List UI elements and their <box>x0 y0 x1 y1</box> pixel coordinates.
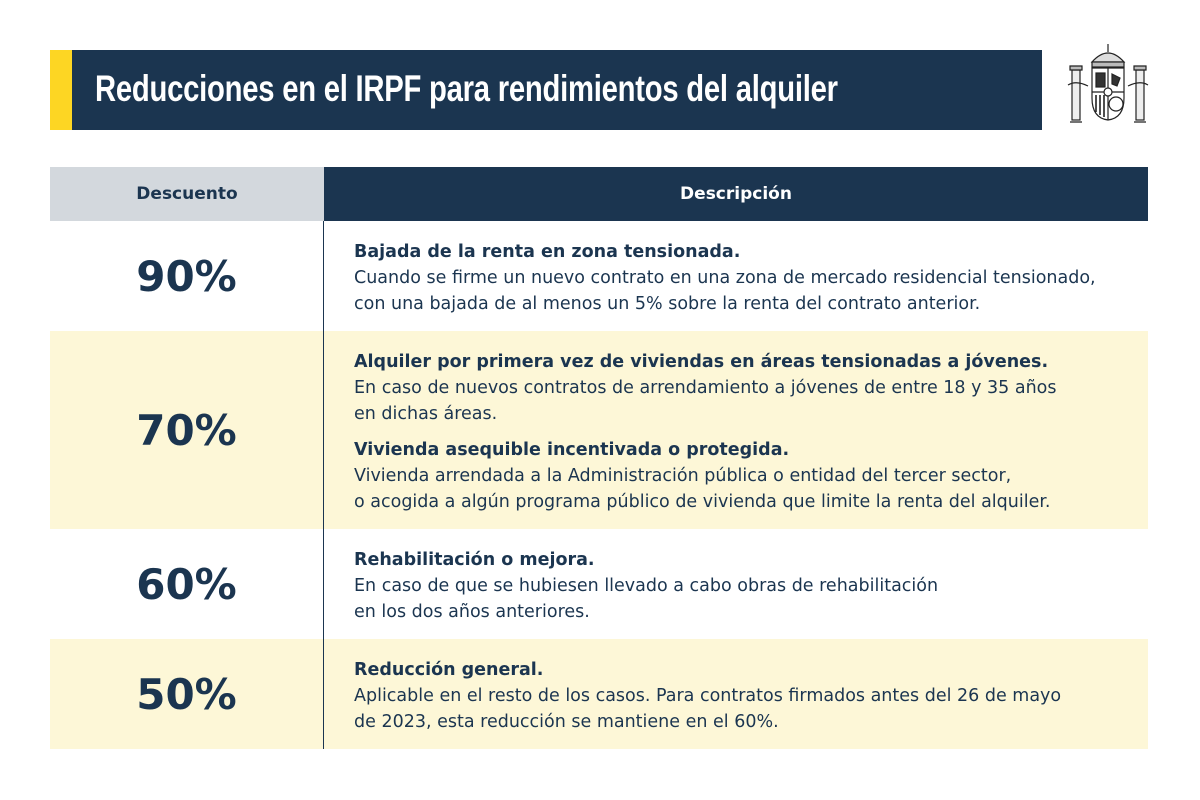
item-text: con una bajada de al menos un 5% sobre l… <box>354 294 981 314</box>
column-header-discount: Descuento <box>50 167 324 221</box>
item-title: Alquiler por primera vez de viviendas en… <box>354 352 1049 372</box>
reductions-table: Descuento Descripción 90% Bajada de la r… <box>50 167 1148 749</box>
item-text: Aplicable en el resto de los casos. Para… <box>354 686 1062 706</box>
item-text: Vivienda arrendada a la Administración p… <box>354 466 1012 486</box>
description-cell: Rehabilitación o mejora. En caso de que … <box>324 529 1148 639</box>
item-text: o acogida a algún programa público de vi… <box>354 492 1051 512</box>
discount-value: 60% <box>50 529 324 639</box>
description-item: Vivienda asequible incentivada o protegi… <box>354 437 1148 515</box>
item-text: En caso de que se hubiesen llevado a cab… <box>354 576 939 596</box>
accent-stripe <box>50 50 72 130</box>
description-cell: Bajada de la renta en zona tensionada. C… <box>324 221 1148 331</box>
discount-value: 70% <box>50 331 324 529</box>
table-row: 70% Alquiler por primera vez de vivienda… <box>50 331 1148 529</box>
title-bar: Reducciones en el IRPF para rendimientos… <box>50 50 1042 130</box>
table-row: 90% Bajada de la renta en zona tensionad… <box>50 221 1148 331</box>
description-cell: Alquiler por primera vez de viviendas en… <box>324 331 1148 529</box>
description-item: Bajada de la renta en zona tensionada. C… <box>354 239 1148 317</box>
item-text: En caso de nuevos contratos de arrendami… <box>354 378 1057 398</box>
item-text: en dichas áreas. <box>354 404 498 424</box>
table-row: 50% Reducción general. Aplicable en el r… <box>50 639 1148 749</box>
discount-value: 90% <box>50 221 324 331</box>
description-item: Rehabilitación o mejora. En caso de que … <box>354 547 1148 625</box>
table-header: Descuento Descripción <box>50 167 1148 221</box>
item-title: Rehabilitación o mejora. <box>354 550 595 570</box>
item-title: Vivienda asequible incentivada o protegi… <box>354 440 790 460</box>
page-title: Reducciones en el IRPF para rendimientos… <box>95 68 838 109</box>
column-header-description: Descripción <box>324 167 1148 221</box>
item-text: Cuando se firme un nuevo contrato en una… <box>354 268 1096 288</box>
table-row: 60% Rehabilitación o mejora. En caso de … <box>50 529 1148 639</box>
coat-of-arms-icon <box>1067 44 1149 123</box>
item-text: de 2023, esta reducción se mantiene en e… <box>354 712 779 732</box>
description-item: Reducción general. Aplicable en el resto… <box>354 657 1148 735</box>
description-cell: Reducción general. Aplicable en el resto… <box>324 639 1148 749</box>
description-item: Alquiler por primera vez de viviendas en… <box>354 349 1148 427</box>
item-text: en los dos años anteriores. <box>354 602 590 622</box>
item-title: Reducción general. <box>354 660 544 680</box>
item-title: Bajada de la renta en zona tensionada. <box>354 242 741 262</box>
discount-value: 50% <box>50 639 324 749</box>
